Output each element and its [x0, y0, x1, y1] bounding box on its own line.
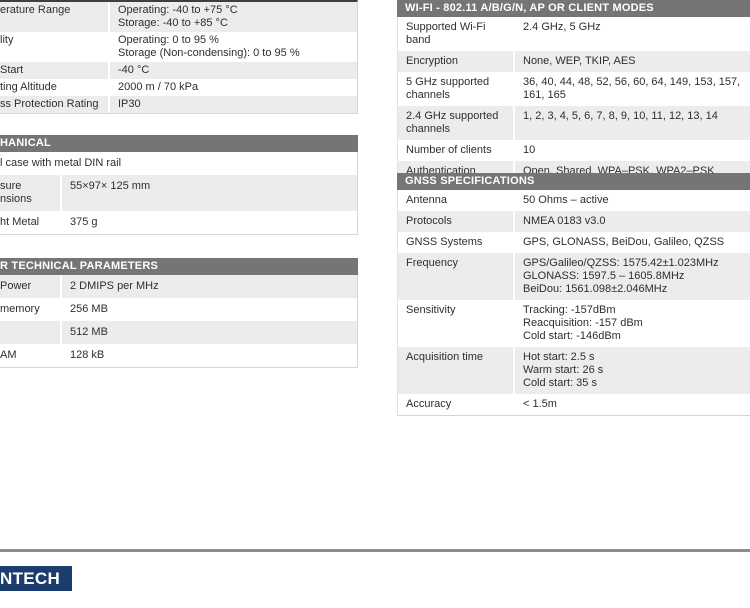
- row-label: Accuracy: [398, 394, 515, 415]
- other-parameters-section: R TECHNICAL PARAMETERS Power 2 DMIPS per…: [0, 258, 358, 368]
- row-value: GPS, GLONASS, BeiDou, Galileo, QZSS: [523, 236, 725, 248]
- row-value: l case with metal DIN rail: [0, 157, 122, 169]
- table-row: 2.4 GHz supported channels 1, 2, 3, 4, 5…: [398, 106, 750, 140]
- other-parameters-table: Power 2 DMIPS per MHz memory 256 MB 512 …: [0, 275, 358, 368]
- row-label: Frequency: [398, 253, 515, 300]
- row-label: [0, 321, 62, 344]
- row-label: lity: [0, 32, 110, 62]
- row-value: GPS/Galileo/QZSS: 1575.42±1.023MHz GLONA…: [523, 257, 719, 295]
- table-row: Start -40 °C: [0, 62, 357, 79]
- table-row: Protocols NMEA 0183 v3.0: [398, 211, 750, 232]
- table-row: Encryption None, WEP, TKIP, AES: [398, 51, 750, 72]
- row-label: Supported Wi-Fi band: [398, 17, 515, 51]
- row-value: Operating: -40 to +75 °C Storage: -40 to…: [118, 4, 238, 29]
- table-row: GNSS Systems GPS, GLONASS, BeiDou, Galil…: [398, 232, 750, 253]
- row-value: 2000 m / 70 kPa: [118, 81, 199, 93]
- row-label: Encryption: [398, 51, 515, 72]
- row-value: < 1.5m: [523, 398, 557, 410]
- row-label: 5 GHz supported channels: [398, 72, 515, 106]
- environment-table: erature Range Operating: -40 to +75 °C S…: [0, 0, 358, 114]
- table-row: sure nsions 55×97× 125 mm: [0, 175, 357, 211]
- row-label: AM: [0, 344, 62, 367]
- table-row: Sensitivity Tracking: -157dBm Reacquisit…: [398, 300, 750, 347]
- section-header-wifi: WI-FI - 802.11 A/B/G/N, AP OR CLIENT MOD…: [397, 0, 750, 17]
- gnss-table: Antenna 50 Ohms – active Protocols NMEA …: [397, 190, 750, 416]
- section-header-mechanical: HANICAL: [0, 135, 358, 152]
- table-row: Acquisition time Hot start: 2.5 s Warm s…: [398, 347, 750, 394]
- row-label: Number of clients: [398, 140, 515, 161]
- row-label: memory: [0, 298, 62, 321]
- table-row: Frequency GPS/Galileo/QZSS: 1575.42±1.02…: [398, 253, 750, 300]
- row-value: 2 DMIPS per MHz: [70, 280, 159, 292]
- row-label: GNSS Systems: [398, 232, 515, 253]
- row-value: 256 MB: [70, 303, 108, 315]
- section-header-other-parameters: R TECHNICAL PARAMETERS: [0, 258, 358, 275]
- row-label: 2.4 GHz supported channels: [398, 106, 515, 140]
- wifi-section: WI-FI - 802.11 A/B/G/N, AP OR CLIENT MOD…: [397, 0, 750, 183]
- row-value: NMEA 0183 v3.0: [523, 215, 606, 227]
- gnss-section: GNSS SPECIFICATIONS Antenna 50 Ohms – ac…: [397, 173, 750, 416]
- table-row: ss Protection Rating IP30: [0, 96, 357, 113]
- mechanical-table: l case with metal DIN rail sure nsions 5…: [0, 152, 358, 235]
- row-value: Hot start: 2.5 s Warm start: 26 s Cold s…: [523, 351, 604, 389]
- row-value: -40 °C: [118, 64, 150, 76]
- left-column: erature Range Operating: -40 to +75 °C S…: [0, 0, 358, 368]
- row-label: erature Range: [0, 2, 110, 32]
- row-label: ht Metal: [0, 211, 62, 234]
- row-value: None, WEP, TKIP, AES: [523, 55, 636, 67]
- right-column: WI-FI - 802.11 A/B/G/N, AP OR CLIENT MOD…: [397, 0, 750, 416]
- row-label: ss Protection Rating: [0, 96, 110, 113]
- row-label: Protocols: [398, 211, 515, 232]
- row-value: 375 g: [70, 216, 98, 228]
- row-label: sure nsions: [0, 175, 62, 211]
- row-value: 2.4 GHz, 5 GHz: [523, 21, 601, 33]
- table-row: ting Altitude 2000 m / 70 kPa: [0, 79, 357, 96]
- row-value: 50 Ohms – active: [523, 194, 609, 206]
- advantech-logo: NTECH: [0, 566, 72, 591]
- table-row: Supported Wi-Fi band 2.4 GHz, 5 GHz: [398, 17, 750, 51]
- table-row: ht Metal 375 g: [0, 211, 357, 234]
- table-row: Power 2 DMIPS per MHz: [0, 275, 357, 298]
- table-row: AM 128 kB: [0, 344, 357, 367]
- wifi-table: Supported Wi-Fi band 2.4 GHz, 5 GHz Encr…: [397, 17, 750, 183]
- footer-separator-line: [0, 549, 750, 552]
- table-row: Antenna 50 Ohms – active: [398, 190, 750, 211]
- row-value: Tracking: -157dBm Reacquisition: -157 dB…: [523, 304, 643, 342]
- table-row: 5 GHz supported channels 36, 40, 44, 48,…: [398, 72, 750, 106]
- row-value: Operating: 0 to 95 % Storage (Non-conden…: [118, 34, 300, 59]
- row-value: 512 MB: [70, 326, 108, 338]
- section-header-gnss: GNSS SPECIFICATIONS: [397, 173, 750, 190]
- table-row: lity Operating: 0 to 95 % Storage (Non-c…: [0, 32, 357, 62]
- row-value: 128 kB: [70, 349, 105, 361]
- table-row: memory 256 MB: [0, 298, 357, 321]
- table-row: erature Range Operating: -40 to +75 °C S…: [0, 2, 357, 32]
- row-label: Sensitivity: [398, 300, 515, 347]
- row-label: Acquisition time: [398, 347, 515, 394]
- table-row: Accuracy < 1.5m: [398, 394, 750, 415]
- row-label: Antenna: [398, 190, 515, 211]
- row-value: 1, 2, 3, 4, 5, 6, 7, 8, 9, 10, 11, 12, 1…: [523, 110, 718, 122]
- row-value: 10: [523, 144, 536, 156]
- row-label: ting Altitude: [0, 79, 110, 96]
- row-value: 55×97× 125 mm: [70, 180, 151, 192]
- table-row: Number of clients 10: [398, 140, 750, 161]
- table-row: 512 MB: [0, 321, 357, 344]
- row-label: Power: [0, 275, 62, 298]
- mechanical-section: HANICAL l case with metal DIN rail sure …: [0, 135, 358, 235]
- row-value: IP30: [118, 98, 141, 110]
- row-label: Start: [0, 62, 110, 79]
- row-value: 36, 40, 44, 48, 52, 56, 60, 64, 149, 153…: [523, 76, 741, 101]
- table-row: l case with metal DIN rail: [0, 152, 357, 175]
